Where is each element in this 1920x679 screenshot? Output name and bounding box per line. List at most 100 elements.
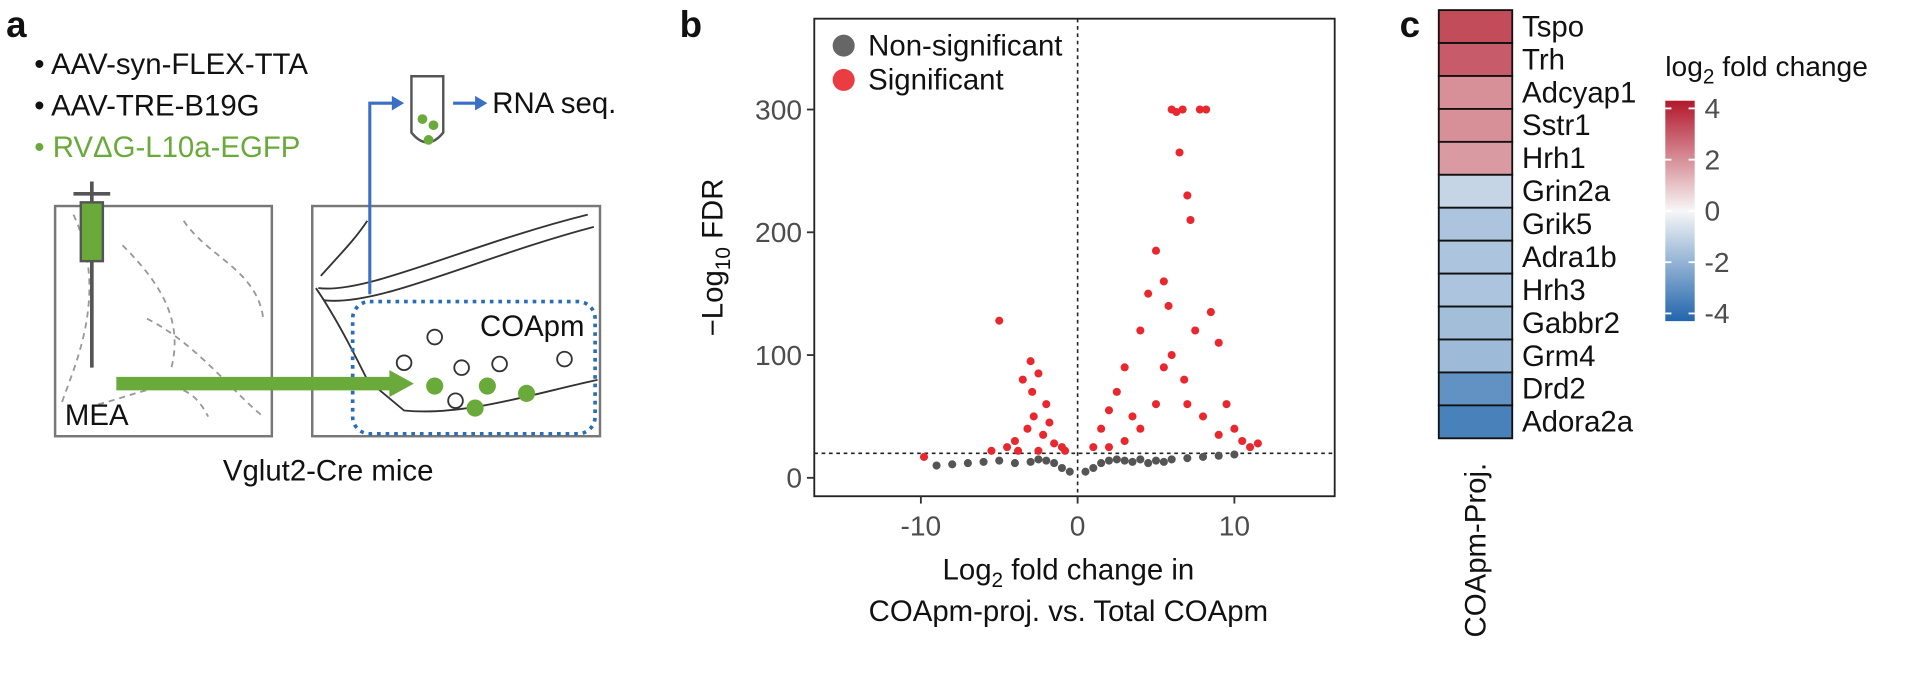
syringe: [79, 201, 105, 263]
y-tick-label: 0: [786, 463, 802, 494]
point: [1045, 418, 1054, 427]
point: [1144, 289, 1153, 298]
point: [1151, 246, 1161, 255]
x-axis-label: COApm-proj. vs. Total COApm: [869, 595, 1268, 628]
legend-title-part: 2: [1703, 66, 1715, 89]
bullet: • RVΔG-L10a-EGFP: [34, 131, 300, 164]
legend-label: Significant: [868, 64, 1004, 97]
legend-title-part: fold change: [1714, 51, 1867, 82]
point: [1222, 400, 1231, 409]
heatmap-cell: [1437, 173, 1514, 209]
legend-marker: [832, 34, 855, 57]
point: [1089, 463, 1098, 473]
point: [1206, 308, 1215, 317]
point: [1120, 363, 1129, 372]
heatmap-cell: [1437, 108, 1514, 143]
point: [1183, 191, 1192, 200]
row-label: Hrh1: [1522, 142, 1586, 175]
point: [1039, 430, 1048, 439]
point: [1253, 439, 1262, 448]
point: [1183, 400, 1192, 409]
point: [979, 457, 988, 466]
point: [1003, 443, 1012, 452]
point: [1238, 436, 1247, 446]
point: [1010, 459, 1019, 468]
heatmap-cell: [1437, 404, 1514, 440]
point: [1136, 455, 1145, 464]
row-label: Sstr1: [1522, 109, 1591, 142]
legend-marker: [832, 68, 855, 91]
projection-arrow: [389, 370, 414, 398]
point: [1026, 457, 1035, 466]
row-label: Gabbr2: [1522, 307, 1620, 340]
point: [963, 459, 972, 468]
point: [1034, 455, 1043, 464]
point: [1034, 446, 1043, 455]
point: [1065, 467, 1074, 476]
point: [1029, 412, 1038, 421]
heatmap-cell: [1437, 9, 1514, 44]
point: [1144, 459, 1153, 468]
tube-cells: [417, 114, 439, 145]
legend-title-part: log: [1665, 51, 1703, 82]
point: [1198, 452, 1208, 461]
point: [1034, 369, 1043, 378]
point: [1151, 400, 1161, 409]
point: [1214, 451, 1223, 460]
diagram: • AAV-syn-FLEX-TTA • AAV-TRE-B19G • RVΔG…: [34, 48, 616, 488]
point: [1151, 456, 1161, 465]
y-axis-label-part: −Log: [696, 270, 729, 336]
point: [1061, 446, 1070, 455]
brain-box: [311, 204, 602, 438]
point: [1186, 215, 1195, 225]
row-label: Adora2a: [1522, 406, 1634, 439]
brain-outline: [60, 214, 265, 418]
sample-arrow: [391, 95, 405, 111]
point: [1198, 412, 1208, 421]
cells: [395, 328, 573, 409]
x-axis-label-part: 2: [992, 569, 1004, 592]
point: [1136, 326, 1145, 335]
caption: Vglut2-Cre mice: [223, 454, 434, 487]
y-tick-label: 200: [755, 217, 802, 248]
row-label: Grin2a: [1522, 175, 1611, 208]
row-label: Grm4: [1522, 340, 1595, 373]
bullet: • AAV-TRE-B19G: [34, 89, 259, 122]
point: [1120, 456, 1129, 465]
point: [1097, 424, 1106, 433]
labeled-cells: [426, 377, 536, 417]
point: [1167, 455, 1176, 464]
point: [1180, 375, 1189, 384]
point: [1018, 375, 1027, 384]
y-axis-label-part: 10: [712, 247, 735, 270]
point: [1081, 467, 1090, 476]
bullet: • AAV-syn-FLEX-TTA: [34, 48, 308, 81]
point: [1112, 455, 1121, 464]
point: [1172, 107, 1181, 117]
point: [932, 461, 941, 470]
point: [995, 316, 1004, 325]
point: [1042, 456, 1051, 465]
point: [1057, 463, 1066, 473]
point: [1120, 436, 1129, 446]
x-axis-label-part: COApm-proj. vs. Total COApm: [869, 595, 1268, 628]
colorbar-label: 2: [1704, 144, 1720, 175]
source-label: MEA: [65, 399, 129, 432]
region-box: [350, 299, 597, 436]
x-axis-label-part: fold change in: [1003, 554, 1194, 587]
heatmap-cell: [1437, 75, 1514, 110]
colorbar-label: 4: [1704, 93, 1720, 124]
point: [1112, 387, 1121, 396]
point: [1028, 387, 1037, 396]
tube: [410, 75, 445, 144]
region-label: COApm: [480, 310, 584, 343]
point: [1050, 459, 1059, 468]
rna-seq-label: RNA seq.: [492, 87, 616, 120]
heatmap-cell: [1437, 42, 1514, 77]
panel-label: b: [680, 4, 702, 45]
brain-box: [53, 204, 274, 438]
point: [1159, 277, 1168, 286]
row-label: Grik5: [1522, 208, 1592, 241]
point: [1191, 326, 1200, 335]
point: [1104, 443, 1114, 452]
